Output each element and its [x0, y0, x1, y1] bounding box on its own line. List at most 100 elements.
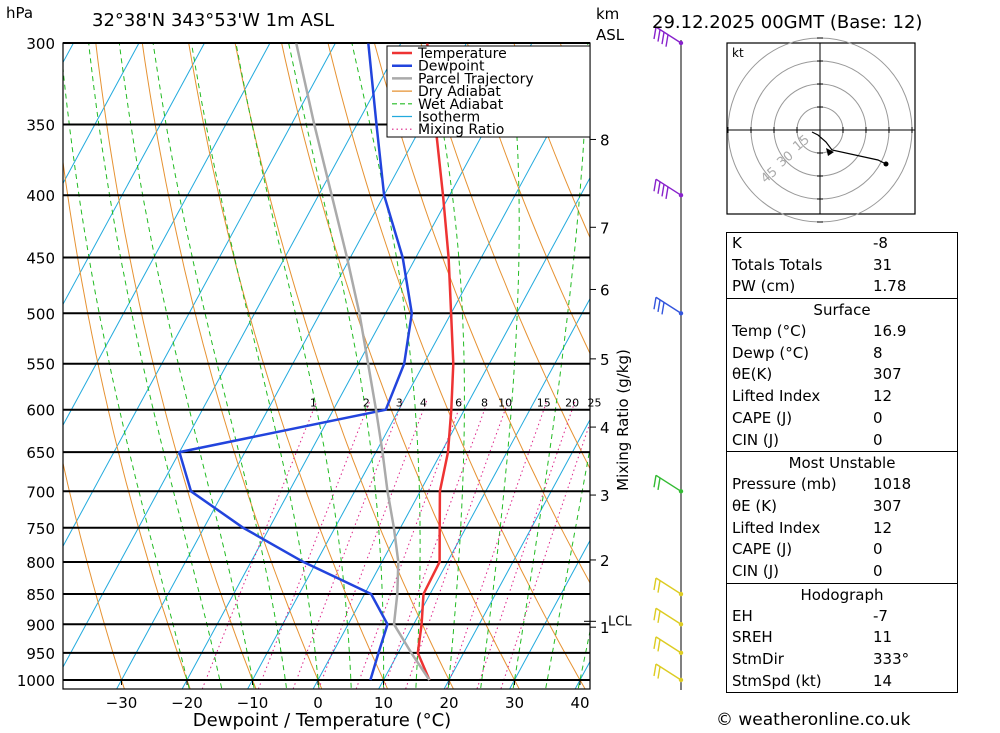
index-row: Pressure (mb) 1018	[727, 474, 957, 496]
wind-barb-feather	[665, 34, 669, 47]
mixing-ratio-line	[257, 400, 371, 689]
mixing-ratio-label: 10	[498, 397, 512, 410]
height-km-label: 6	[600, 281, 610, 299]
index-label: SREH	[732, 628, 773, 647]
index-label: CAPE (J)	[732, 408, 793, 427]
isotherm-line	[509, 539, 590, 689]
hodograph-trace	[811, 131, 887, 165]
isotherm-line	[0, 25, 18, 706]
series-dewpoint	[178, 43, 414, 681]
index-value: 307	[873, 365, 902, 384]
index-value: 31	[873, 255, 893, 274]
wind-barb-feather	[653, 179, 657, 192]
legend-label: Wet Adiabat	[418, 97, 504, 113]
index-section-title: Surface	[727, 298, 957, 321]
dry-adiabat-line	[63, 158, 191, 689]
wind-barb	[653, 26, 682, 47]
index-section-title: Hodograph	[727, 582, 957, 606]
mixing-ratio-label: 15	[537, 397, 551, 410]
wind-barb-feather	[657, 299, 661, 312]
mixing-ratio-label: 4	[420, 397, 427, 410]
pressure-label: 600	[26, 402, 55, 420]
index-value: -7	[873, 606, 888, 625]
x-tick-label: 30	[505, 694, 524, 712]
x-tick-label: 0	[313, 694, 323, 712]
pressure-label: 650	[26, 444, 55, 462]
dry-adiabat-line	[513, 43, 590, 239]
pressure-label: 750	[26, 520, 55, 538]
pressure-label: 500	[26, 305, 55, 323]
legend-label: Temperature	[417, 46, 507, 62]
index-label: K	[732, 234, 742, 252]
wet-adiabat-line	[577, 629, 590, 689]
legend-label: Mixing Ratio	[418, 122, 504, 138]
wet-adiabat-line	[351, 43, 421, 689]
index-label: θE (K)	[732, 496, 777, 515]
height-unit-asl: ASL	[596, 26, 625, 44]
index-label: CAPE (J)	[732, 540, 793, 559]
index-row: Lifted Index 12	[727, 386, 957, 408]
wind-barb-column	[653, 26, 684, 690]
mixing-ratio-line	[500, 421, 590, 689]
footer-credit: © weatheronline.co.uk	[716, 710, 911, 730]
index-value: 1018	[873, 475, 912, 494]
height-km-label: 5	[600, 351, 610, 369]
dry-adiabat-line	[968, 25, 1000, 706]
isotherm-line	[63, 43, 337, 548]
wind-barb-feather	[657, 29, 661, 42]
mixing-ratio-label: 8	[481, 397, 488, 410]
index-row: θE(K) 307	[727, 364, 957, 386]
pressure-label: 350	[26, 117, 55, 135]
pressure-label: 400	[26, 187, 55, 205]
dry-adiabat-line	[466, 43, 590, 355]
hodograph-endpoint	[883, 161, 889, 167]
index-row: CIN (J) 0	[727, 561, 957, 583]
mixing-ratio-label: 25	[588, 397, 602, 410]
dry-adiabat-line	[281, 43, 520, 689]
wind-barb	[653, 577, 682, 595]
wind-barb-feather	[661, 184, 665, 197]
index-label: EH	[732, 606, 753, 625]
index-label: Totals Totals	[732, 255, 823, 274]
wind-barb-feather	[653, 608, 657, 621]
series-temperature	[416, 43, 455, 681]
wind-barb	[653, 474, 682, 492]
height-km-label: 1	[600, 619, 610, 637]
pressure-unit: hPa	[6, 4, 33, 22]
wet-adiabat-line	[235, 43, 352, 689]
wind-barb	[653, 296, 682, 315]
wet-adiabat-line	[118, 43, 255, 689]
pressure-label: 550	[26, 356, 55, 374]
index-label: Dewp (°C)	[732, 343, 810, 362]
wind-barb-feather	[653, 577, 657, 591]
index-row: Lifted Index 12	[727, 518, 957, 540]
mixing-ratio-line	[476, 400, 576, 689]
wind-barb-feather	[661, 32, 665, 45]
hodograph-storm-arrow	[826, 148, 834, 156]
index-row: CAPE (J) 0	[727, 408, 957, 430]
wind-barb-feather	[665, 186, 669, 200]
index-row: K -8	[727, 233, 957, 255]
mixing-ratio-label: 3	[396, 397, 403, 410]
index-value: 307	[873, 496, 902, 515]
index-label: StmSpd (kt)	[732, 671, 822, 690]
mixing-ratio-axis-title: Mixing Ratio (g/kg)	[614, 349, 632, 491]
wind-barb	[653, 663, 682, 681]
profile-lines	[178, 43, 455, 681]
dry-adiabat-line	[327, 43, 586, 689]
index-value: 16.9	[873, 322, 907, 341]
wind-barb-feather	[653, 475, 657, 488]
index-value: 12	[873, 387, 893, 406]
index-value: 333°	[873, 650, 910, 668]
height-km-label: 4	[600, 419, 610, 437]
wet-adiabat-line	[190, 43, 320, 689]
x-tick-label: 10	[374, 694, 393, 712]
index-row: SREH 11	[727, 627, 957, 649]
wind-barb	[653, 607, 682, 625]
wind-barb-feather	[657, 610, 661, 623]
pressure-label: 300	[26, 35, 55, 53]
wind-barb-feather	[657, 666, 661, 679]
x-tick-label: −20	[171, 694, 203, 712]
legend-label: Parcel Trajectory	[418, 71, 534, 87]
index-label: Lifted Index	[732, 387, 821, 406]
